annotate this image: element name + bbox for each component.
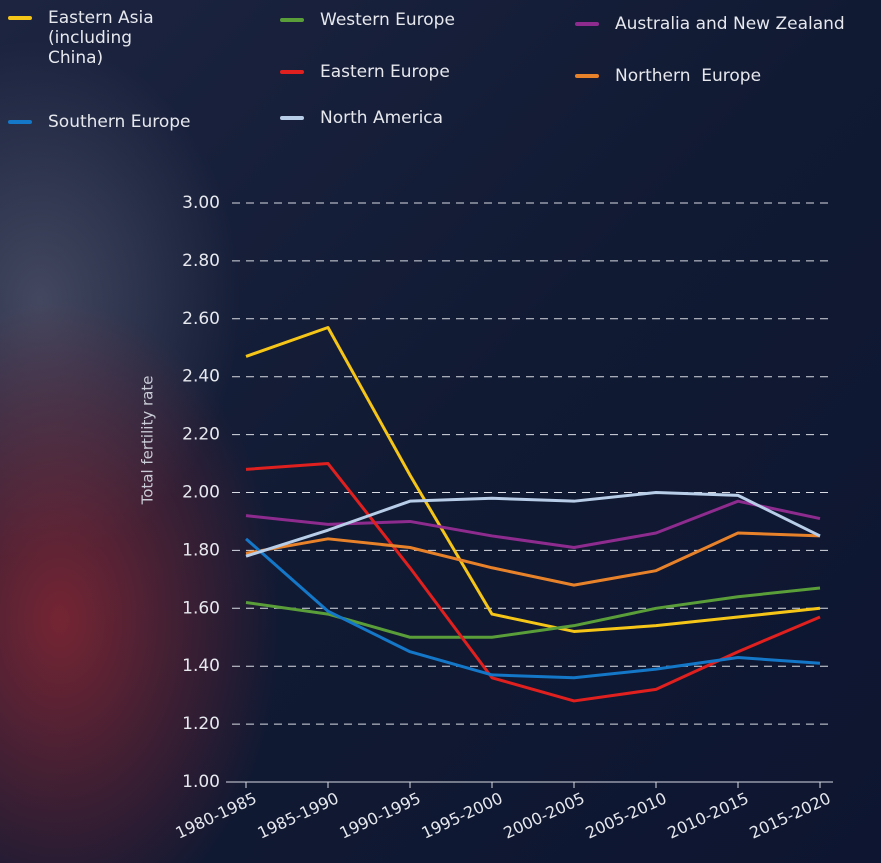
legend-label: Northern Europe	[615, 66, 761, 86]
legend-item: Northern Europe	[575, 66, 875, 86]
legend-swatch	[8, 16, 32, 20]
x-tick-label: 1985-1990	[255, 788, 342, 842]
y-tick-label: 3.00	[182, 193, 220, 213]
y-tick-label: 2.80	[182, 251, 220, 271]
x-tick-label: 1995-2000	[419, 788, 506, 842]
legend-swatch	[280, 18, 304, 22]
x-tick-label: 2015-2020	[747, 788, 834, 842]
legend-swatch	[280, 70, 304, 74]
y-tick-label: 1.20	[182, 714, 220, 734]
legend-item: North America	[280, 108, 520, 128]
page: Total fertility rate 1.00 1.20 1.40 1.60 1.8…	[0, 0, 881, 863]
legend-item: Australia and New Zealand	[575, 14, 875, 34]
y-tick-label: 2.40	[182, 367, 220, 387]
x-tick-label: 1980-1985	[173, 788, 260, 842]
y-tick-label: 1.00	[182, 772, 220, 792]
y-tick-label: 1.60	[182, 598, 220, 618]
legend-swatch	[8, 120, 32, 124]
legend-item: Southern Europe	[8, 112, 248, 132]
y-tick-label: 1.80	[182, 540, 220, 560]
legend-label: Western Europe	[320, 10, 455, 30]
legend-label: North America	[320, 108, 443, 128]
legend-label: Eastern Europe	[320, 62, 450, 82]
legend-swatch	[280, 116, 304, 120]
legend-item: Eastern Asia (including China)	[8, 8, 178, 68]
legend-swatch	[575, 74, 599, 78]
legend-label: Southern Europe	[48, 112, 191, 132]
legend-swatch	[575, 22, 599, 26]
y-axis-label: Total fertility rate	[139, 376, 157, 506]
legend-item: Western Europe	[280, 10, 520, 30]
x-tick-label: 2010-2015	[665, 788, 752, 842]
y-tick-label: 2.00	[182, 483, 220, 503]
y-tick-label: 2.60	[182, 309, 220, 329]
series-line	[246, 327, 820, 631]
y-tick-label: 2.20	[182, 425, 220, 445]
legend-label: Eastern Asia (including China)	[48, 8, 178, 68]
x-tick-label: 1990-1995	[337, 788, 424, 842]
x-tick-label: 2005-2010	[583, 788, 670, 842]
legend-item: Eastern Europe	[280, 62, 520, 82]
y-tick-label: 1.40	[182, 656, 220, 676]
x-tick-label: 2000-2005	[501, 788, 588, 842]
legend-label: Australia and New Zealand	[615, 14, 845, 34]
